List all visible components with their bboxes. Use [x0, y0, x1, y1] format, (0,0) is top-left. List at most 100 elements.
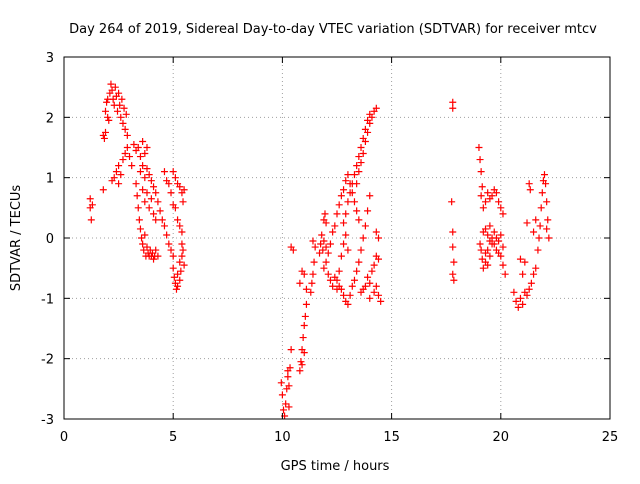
data-point	[475, 144, 483, 151]
data-point	[535, 234, 543, 242]
data-point	[497, 231, 505, 239]
data-point	[361, 222, 369, 230]
data-point	[492, 189, 500, 197]
data-point	[107, 80, 115, 88]
data-point	[117, 171, 125, 179]
data-point	[176, 222, 184, 230]
data-point	[141, 231, 149, 239]
data-point	[523, 219, 531, 227]
data-point	[282, 400, 290, 408]
data-point	[368, 267, 376, 275]
data-point	[154, 252, 162, 260]
data-point	[174, 282, 182, 290]
data-point	[321, 210, 329, 218]
data-point	[301, 312, 309, 320]
y-tick-label: 1	[46, 172, 54, 187]
data-point	[126, 153, 134, 161]
data-point	[538, 189, 546, 197]
data-point	[495, 198, 503, 206]
data-point	[317, 240, 325, 248]
data-point	[308, 279, 316, 287]
data-point	[335, 267, 343, 275]
data-point	[139, 162, 147, 170]
data-point	[118, 95, 126, 103]
data-point	[119, 156, 127, 164]
data-point	[370, 261, 378, 269]
data-point	[320, 264, 328, 272]
data-point	[169, 264, 177, 272]
data-point	[353, 162, 361, 170]
x-tick-label: 25	[602, 430, 619, 445]
data-point	[112, 168, 120, 176]
data-point	[355, 258, 363, 266]
x-tick-label: 20	[493, 430, 510, 445]
data-point	[296, 279, 304, 287]
data-point	[353, 207, 361, 215]
data-point	[141, 150, 149, 158]
data-point	[140, 246, 148, 254]
data-point	[136, 168, 144, 176]
data-point	[285, 382, 293, 390]
data-point	[152, 246, 160, 254]
data-point	[545, 234, 553, 242]
data-point	[132, 180, 140, 188]
data-point	[359, 150, 367, 158]
data-point	[344, 198, 352, 206]
data-point	[374, 234, 382, 242]
data-point	[114, 107, 122, 115]
data-point	[134, 204, 142, 212]
data-point	[130, 140, 138, 148]
data-point	[449, 270, 457, 278]
data-point	[133, 192, 141, 200]
data-point	[366, 192, 374, 200]
data-point	[333, 210, 341, 218]
data-point	[285, 403, 293, 411]
data-point	[495, 237, 503, 245]
data-point	[307, 288, 315, 296]
data-point	[348, 282, 356, 290]
data-point	[366, 279, 374, 287]
data-point	[516, 294, 524, 302]
data-point	[350, 276, 358, 284]
data-point	[105, 116, 113, 124]
data-point	[176, 258, 184, 266]
data-point	[532, 264, 540, 272]
data-point	[340, 291, 348, 299]
data-point	[530, 270, 538, 278]
data-point	[86, 195, 94, 203]
data-point	[165, 240, 173, 248]
data-point	[154, 198, 162, 206]
data-point	[139, 240, 147, 248]
data-point	[169, 252, 177, 260]
data-point	[122, 110, 130, 118]
x-tick-label: 15	[383, 430, 400, 445]
data-point	[302, 285, 310, 293]
data-point	[163, 231, 171, 239]
data-point	[284, 367, 292, 375]
data-point	[499, 243, 507, 251]
data-point	[111, 83, 119, 91]
data-point	[366, 119, 374, 127]
data-point	[156, 207, 164, 215]
data-point	[534, 246, 542, 254]
data-point	[150, 183, 158, 191]
data-point	[329, 282, 337, 290]
data-point	[476, 240, 484, 248]
data-point	[176, 183, 184, 191]
data-point	[300, 321, 308, 329]
data-point	[486, 252, 494, 260]
x-axis-label: GPS time / hours	[281, 459, 390, 474]
data-point	[152, 189, 160, 197]
data-point	[123, 131, 131, 139]
data-point	[135, 216, 143, 224]
data-point	[482, 225, 490, 233]
data-point	[357, 144, 365, 151]
data-point	[100, 134, 108, 142]
data-point	[141, 174, 149, 182]
data-point	[368, 113, 376, 121]
y-axis-label: SDTVAR / TECUs	[9, 185, 24, 292]
y-tick-label: 2	[46, 111, 54, 126]
data-point	[176, 276, 184, 284]
